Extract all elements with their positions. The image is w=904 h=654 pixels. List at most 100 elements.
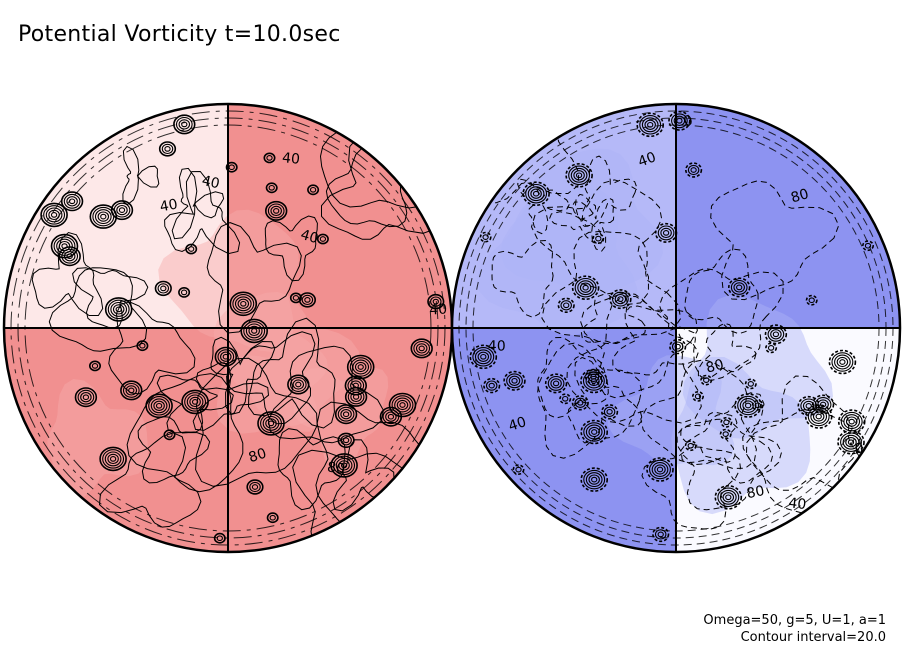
vortex-ring	[304, 297, 311, 303]
contour-line	[164, 170, 241, 255]
vortex-ring	[270, 205, 282, 217]
vortex-ring	[237, 298, 250, 309]
vortex-ring	[394, 397, 411, 413]
vortex	[727, 277, 751, 298]
vortex-ring	[150, 398, 168, 414]
vortex-ring	[612, 291, 629, 307]
vortex-ring	[77, 389, 95, 405]
vortex-ring	[340, 462, 348, 469]
vortex-ring	[722, 492, 735, 503]
vortex-ring	[66, 253, 73, 260]
vortex-ring	[354, 361, 367, 373]
vortex-ring	[571, 275, 600, 301]
vortex-ring	[63, 193, 81, 209]
vortex-ring	[812, 411, 825, 422]
vortex	[828, 349, 857, 375]
vortex-ring	[525, 183, 548, 204]
vortex	[600, 404, 619, 420]
vortex-ring	[472, 347, 495, 367]
vortex	[565, 163, 593, 188]
vortex	[559, 393, 572, 405]
vortex-ring	[240, 318, 268, 344]
vortex-ring	[585, 424, 603, 440]
vortex-ring	[410, 338, 433, 359]
vortex-ring	[690, 167, 697, 173]
vortex-ring	[319, 236, 327, 242]
vortex-ring	[767, 345, 775, 351]
vortex	[861, 240, 874, 252]
vortex-ring	[559, 393, 572, 405]
vortex-ring	[725, 494, 732, 501]
vortex-ring	[352, 382, 359, 389]
vortex-ring	[82, 394, 90, 401]
vortex-ring	[582, 371, 605, 391]
vortex	[154, 280, 172, 297]
vortex-ring	[188, 246, 195, 252]
vortex	[316, 233, 329, 245]
vortex-ring	[585, 472, 603, 488]
vortex-ring	[649, 459, 671, 480]
vortex-ring	[804, 404, 833, 429]
vortex-ring	[736, 284, 743, 291]
vortex-ring	[600, 404, 619, 420]
vortex-ring	[161, 143, 174, 155]
vortex	[483, 377, 501, 394]
vortex-ring	[307, 184, 320, 196]
vortex-ring	[246, 479, 264, 495]
vortex	[700, 374, 713, 386]
vortex-ring	[228, 164, 235, 171]
contour-line	[571, 197, 615, 252]
shaded-region	[671, 357, 811, 515]
vortex	[289, 292, 302, 304]
vortex-ring	[178, 119, 191, 130]
contour-label: 40	[299, 227, 321, 247]
vortex-ring	[217, 349, 235, 365]
vortex	[388, 392, 417, 418]
vortex	[99, 446, 127, 472]
contour-line	[641, 446, 742, 530]
vortex-ring	[843, 414, 861, 430]
vortex-ring	[527, 186, 545, 202]
vortex-ring	[430, 296, 442, 307]
vortex	[609, 289, 632, 310]
vortex-ring	[765, 342, 778, 354]
vortex-ring	[687, 164, 700, 176]
vortex-ring	[107, 453, 119, 465]
vortex	[178, 286, 191, 298]
vortex-ring	[382, 409, 400, 425]
vortex-ring	[574, 397, 587, 408]
vortex-ring	[225, 161, 238, 173]
vortex-ring	[480, 353, 487, 360]
vortex-ring	[58, 246, 81, 267]
vortex-ring	[673, 115, 686, 126]
vortex-ring	[651, 462, 669, 477]
vortex-ring	[845, 437, 857, 448]
vortex	[503, 370, 526, 391]
vortex-ring	[260, 413, 282, 434]
vortex-ring	[845, 416, 858, 427]
vortex-ring	[99, 446, 127, 472]
vortex	[691, 390, 704, 402]
contour-label: 0	[682, 112, 695, 130]
vortex-ring	[562, 395, 569, 402]
vortex-ring	[50, 212, 58, 218]
vortex-ring	[831, 352, 854, 372]
vortex-ring	[764, 324, 788, 345]
right-hemisphere-panel: 40 0 80 40 40 80 80 0 40	[450, 102, 902, 554]
vortex	[334, 404, 358, 425]
contour-line	[332, 439, 395, 512]
vortex-ring	[102, 449, 125, 469]
vortex-ring	[737, 395, 760, 416]
vortex-ring	[691, 390, 704, 402]
vortex-ring	[273, 208, 280, 214]
contour-line	[277, 428, 346, 511]
vortex	[714, 484, 743, 510]
contour-line	[171, 167, 225, 240]
vortex	[120, 380, 143, 401]
vortex-ring	[154, 280, 172, 297]
vortex	[265, 200, 288, 221]
vortex-ring	[89, 360, 102, 372]
vortex-ring	[861, 240, 874, 252]
vortex-ring	[727, 277, 751, 298]
contour-line	[491, 239, 554, 318]
